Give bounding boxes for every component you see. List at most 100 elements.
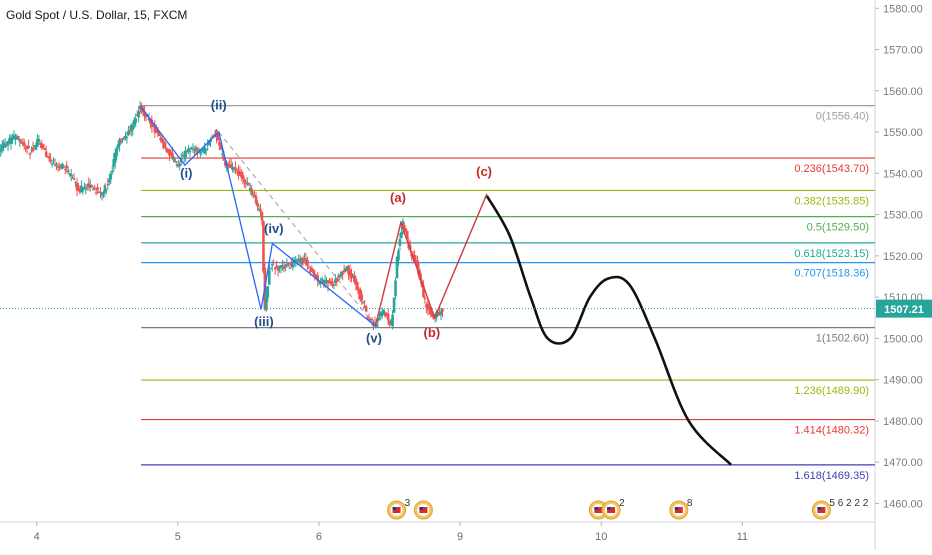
candle-body [288,267,292,269]
candle-body [388,320,391,325]
candle-body [49,159,52,162]
candle-body [30,149,33,151]
candle-body [8,138,11,143]
event-marker-flag-canton [392,507,397,510]
candle-body [348,270,352,277]
candle-body [287,262,290,266]
fib-level-label: 0.236(1543.70) [794,163,869,175]
candle-body [206,143,209,145]
candle-body [124,136,127,139]
candle-body [41,144,45,148]
candle-body [187,148,190,153]
candle-body [378,318,381,320]
candle-body [0,149,3,152]
candle-body [423,297,427,300]
candle-body [351,275,355,278]
candle-body [77,187,80,191]
candle-body [300,257,303,265]
candle-body [22,141,26,147]
candle-body [357,289,361,294]
wave-label: (i) [180,165,192,180]
event-marker-flag-icon: 8 [669,498,693,520]
candle-body [108,179,111,183]
candle-body [297,258,300,261]
y-tick-label: 1480.00 [883,416,923,428]
candle-body [200,149,204,151]
candle-body [191,149,195,151]
candle-body [273,267,277,270]
current-price-label: 1507.21 [884,304,924,316]
candle-body [265,292,268,310]
candle-body [307,267,311,269]
event-marker-flag-icon: 5 6 2 2 2 [811,498,869,520]
candle-body [154,129,158,133]
candle-body [276,266,280,271]
candle-body [295,259,299,261]
candle-body [335,278,339,282]
candle-body [331,281,334,286]
candle-body [88,185,92,188]
y-tick-label: 1530.00 [883,210,923,222]
fib-level-label: 1(1502.60) [816,333,869,345]
candle-body [304,258,308,265]
candle-body [74,182,77,184]
x-tick-label: 6 [316,531,322,543]
candle-body [125,137,129,139]
candle-body [36,139,39,147]
candle-body [184,150,187,158]
candle-body [237,170,240,176]
candle-body [316,275,320,281]
candle-body [404,228,408,232]
candle-body [185,150,189,153]
candle-body [256,202,259,207]
candle-body [99,191,102,194]
event-marker-flag [607,507,616,513]
candle-body [231,167,234,170]
candle-body [240,172,243,178]
candle-body [103,185,107,193]
candle-body [369,319,372,321]
candle-body [149,118,152,124]
candle-body [285,264,289,266]
candle-body [53,164,57,166]
candle-body [199,151,202,154]
candle-body [385,313,389,316]
candles-group [0,101,444,330]
candle-body [234,167,237,169]
candle-body [303,258,306,260]
candle-body [422,285,425,298]
candle-body [401,220,405,230]
candle-body [405,231,409,239]
event-marker-flag-icon: 3 [387,498,411,520]
candle-body [332,284,336,286]
candle-body [228,164,231,168]
x-tick-label: 10 [595,531,607,543]
fib-level-label: 0.5(1529.50) [807,222,869,234]
candle-body [11,136,14,141]
candle-body [354,278,358,285]
wave-label: (iii) [254,314,274,329]
candle-body [169,151,173,155]
event-marker-flag-canton [817,507,821,510]
candle-body [344,268,347,272]
wave-label: (v) [366,330,382,345]
candle-body [350,273,353,279]
candle-body [381,311,384,316]
candle-body [284,265,287,268]
candle-body [37,139,41,142]
candle-body [361,301,365,303]
candle-body [329,283,333,285]
trend-dashed-line [218,131,376,327]
candle-body [403,225,406,229]
candle-body [19,141,23,144]
wave-label: (c) [476,164,492,179]
x-tick-label: 4 [34,531,40,543]
projection-path [485,195,732,466]
fib-level-label: 1.618(1469.35) [794,470,869,482]
abc-wave-path [374,193,488,327]
candle-body [65,165,69,168]
candle-body [162,142,165,149]
y-tick-label: 1520.00 [883,251,923,263]
candle-body [138,105,142,109]
